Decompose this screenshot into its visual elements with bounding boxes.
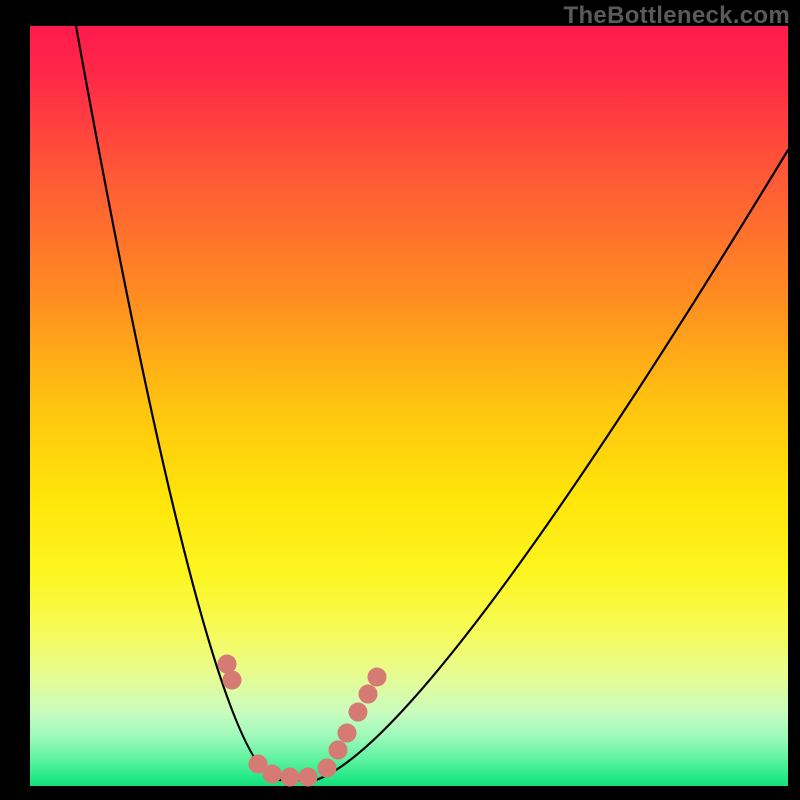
marker-point [349, 703, 367, 721]
marker-point [368, 668, 386, 686]
chart-container: TheBottleneck.com [0, 0, 800, 800]
marker-point [329, 741, 347, 759]
marker-point [359, 685, 377, 703]
marker-point [263, 765, 281, 783]
marker-point [299, 768, 317, 786]
plot-area [30, 26, 788, 786]
bottleneck-chart [0, 0, 800, 800]
marker-point [281, 768, 299, 786]
marker-point [218, 655, 236, 673]
marker-point [338, 724, 356, 742]
marker-point [318, 759, 336, 777]
watermark-text: TheBottleneck.com [564, 2, 790, 30]
marker-point [223, 671, 241, 689]
